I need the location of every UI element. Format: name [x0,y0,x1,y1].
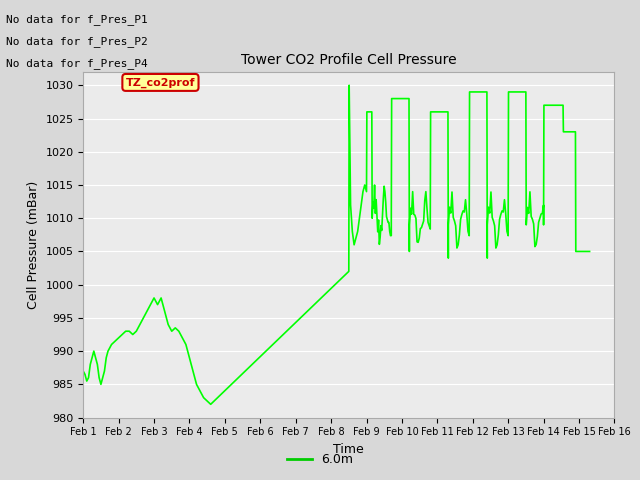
Title: Tower CO2 Profile Cell Pressure: Tower CO2 Profile Cell Pressure [241,53,456,67]
Text: No data for f_Pres_P2: No data for f_Pres_P2 [6,36,148,47]
Legend: 6.0m: 6.0m [282,448,358,471]
Text: No data for f_Pres_P1: No data for f_Pres_P1 [6,14,148,25]
Y-axis label: Cell Pressure (mBar): Cell Pressure (mBar) [27,180,40,309]
X-axis label: Time: Time [333,443,364,456]
Text: TZ_co2prof: TZ_co2prof [125,77,195,87]
Text: No data for f_Pres_P4: No data for f_Pres_P4 [6,58,148,69]
